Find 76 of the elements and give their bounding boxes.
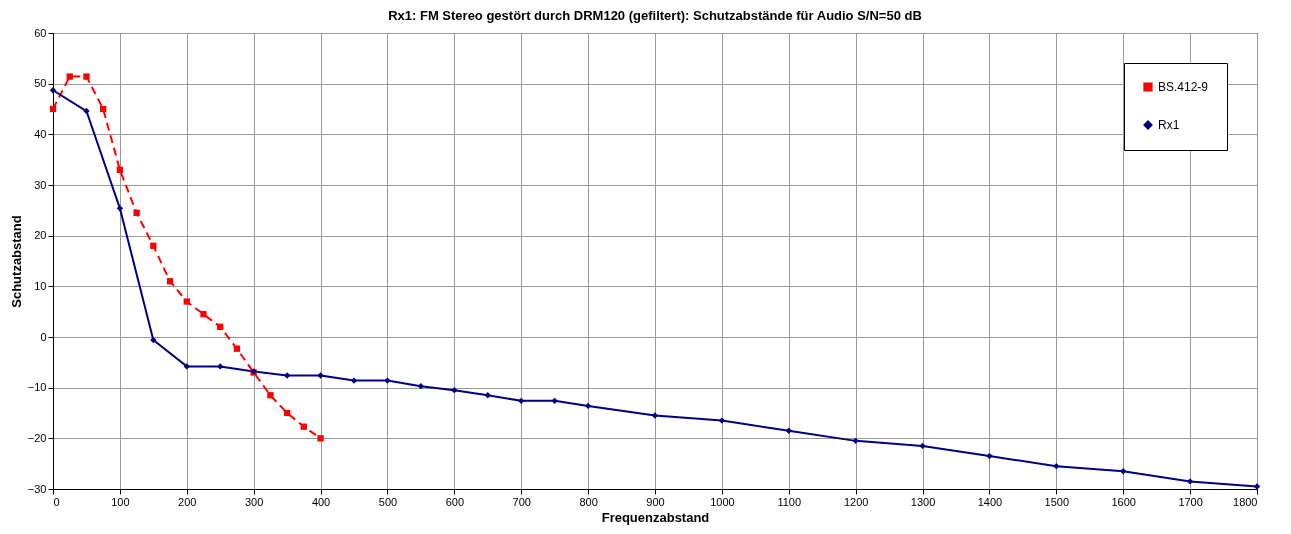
x-tick-label: 1200 <box>843 495 869 508</box>
y-tick-label: −10 <box>27 381 47 394</box>
point <box>584 402 592 410</box>
y-tick-label: 60 <box>34 26 47 39</box>
x-tick-label: 1600 <box>1111 495 1136 508</box>
point <box>283 372 291 379</box>
y-tick-label: 40 <box>34 127 47 140</box>
point <box>317 435 324 442</box>
point <box>718 417 726 424</box>
x-tick-label: 100 <box>111 495 130 508</box>
x-tick-label: 0 <box>53 495 60 508</box>
x-tick-label: 1400 <box>977 495 1003 508</box>
point <box>986 452 993 460</box>
x-tick-label: 700 <box>512 495 531 508</box>
point <box>233 345 241 352</box>
point <box>919 442 926 450</box>
point <box>49 87 57 94</box>
point <box>166 278 174 285</box>
point <box>183 298 190 305</box>
y-axis-title: Schutzabstand <box>8 215 24 308</box>
y-tick-label: 0 <box>40 330 47 343</box>
point <box>150 336 157 344</box>
x-tick-label: 500 <box>378 495 398 508</box>
point <box>852 437 859 445</box>
point <box>317 372 324 379</box>
x-axis-title: Frequenzabstand <box>601 509 710 525</box>
x-tick-label: 600 <box>445 495 465 508</box>
point <box>651 412 659 419</box>
legend-label: Rx1 <box>1158 118 1180 132</box>
point <box>116 166 124 173</box>
point <box>83 73 90 80</box>
x-tick-label: 300 <box>244 495 264 508</box>
x-tick-label: 800 <box>579 495 598 508</box>
point <box>49 105 57 113</box>
y-tick-label: 10 <box>34 279 47 292</box>
point <box>384 377 391 384</box>
x-tick-label: 1800 <box>1233 495 1258 508</box>
point <box>1053 463 1060 470</box>
point <box>200 311 207 318</box>
legend-label: BS.412-9 <box>1158 80 1209 94</box>
x-tick-label: 400 <box>311 495 331 508</box>
point <box>300 423 307 430</box>
point <box>217 323 224 331</box>
x-tick-label: 900 <box>646 495 665 508</box>
point <box>1120 468 1127 475</box>
x-tick-label: 1700 <box>1178 495 1203 508</box>
point <box>785 427 792 434</box>
point <box>518 397 525 404</box>
x-tick-label: 1100 <box>777 495 802 508</box>
point <box>83 107 90 115</box>
point <box>551 397 558 404</box>
point <box>66 73 73 80</box>
point <box>267 392 274 399</box>
point <box>183 363 190 370</box>
x-tick-label: 1500 <box>1044 495 1070 508</box>
point <box>116 205 124 212</box>
point <box>451 387 458 394</box>
x-tick-label: 200 <box>178 495 197 508</box>
point <box>1253 483 1261 490</box>
point <box>133 209 140 217</box>
y-tick-label: −20 <box>27 431 47 444</box>
point <box>350 377 358 384</box>
x-tick-label: 1300 <box>910 495 936 508</box>
y-tick-label: 20 <box>34 229 47 242</box>
point <box>283 409 291 417</box>
point <box>1186 478 1194 485</box>
point <box>417 382 425 390</box>
y-tick-label: 50 <box>34 77 47 90</box>
point <box>150 242 157 249</box>
y-tick-label: −30 <box>27 482 47 495</box>
chart-title: Rx1: FM Stereo gestört durch DRM120 (gefiltert): Schutzabstände für Audio S/N=50 dB <box>388 8 922 23</box>
y-tick-label: 30 <box>34 178 47 191</box>
point <box>217 363 224 370</box>
x-tick-label: 1000 <box>710 495 735 508</box>
point <box>100 105 107 113</box>
point <box>484 392 491 399</box>
